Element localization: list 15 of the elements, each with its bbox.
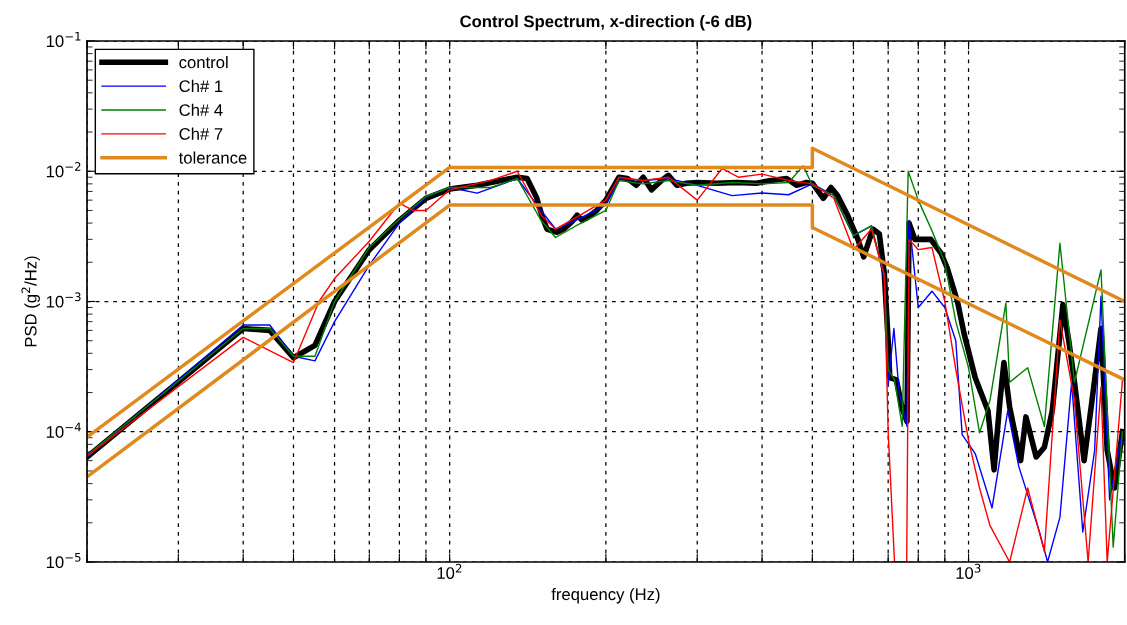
y-tick-label: 10$^{−2}$ <box>46 162 81 178</box>
x-tick-label: 10$^{3}$ <box>956 563 981 579</box>
y-tick-label: 10$^{−3}$ <box>46 292 81 308</box>
y-tick-label: 10$^{−5}$ <box>46 553 81 569</box>
y-tick-label: 10$^{−4}$ <box>46 422 81 438</box>
legend-label: Ch# 4 <box>179 103 223 116</box>
chart-title: Control Spectrum, x-direction (-6 dB) <box>460 15 752 31</box>
legend-label: tolerance <box>178 151 247 164</box>
legend-label: control <box>179 56 228 69</box>
y-tick-label: 10$^{−1}$ <box>46 32 81 48</box>
y-axis-title: PSD (g$^{2}$/Hz) <box>21 256 40 347</box>
legend-label: Ch# 7 <box>179 127 223 140</box>
x-tick-label: 10$^{2}$ <box>437 563 462 579</box>
x-axis-title: frequency (Hz) <box>551 587 660 604</box>
legend-label: Ch# 1 <box>179 79 223 93</box>
